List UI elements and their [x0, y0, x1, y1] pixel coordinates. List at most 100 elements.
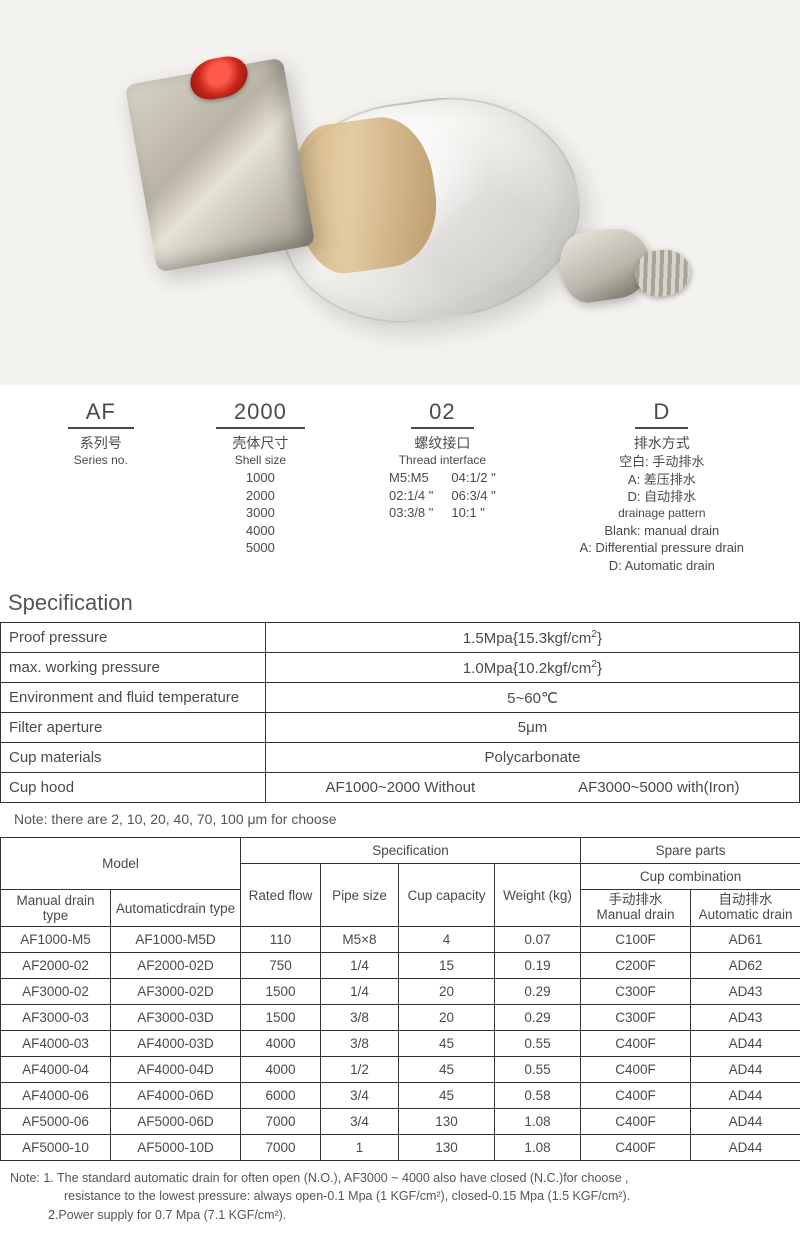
cell-flow: 4000 [241, 1031, 321, 1057]
thread-item: M5:M5 [389, 469, 433, 487]
model-row: AF3000-02AF3000-02D15001/4200.29C300FAD4… [1, 979, 800, 1005]
hdr-manual: Manual drain type [1, 890, 111, 927]
cell-cup-manual: C100F [581, 927, 691, 953]
spec-row: Filter aperture5μm [1, 713, 800, 743]
code-thread-en: Thread interface [345, 453, 539, 467]
spec-value: 5~60℃ [266, 683, 800, 713]
cell-weight: 1.08 [495, 1135, 581, 1161]
spec-key: Filter aperture [1, 713, 266, 743]
cell-weight: 0.29 [495, 1005, 581, 1031]
cell-pipe: 1/2 [321, 1057, 399, 1083]
cell-cup-auto: AD44 [691, 1083, 800, 1109]
cell-manual: AF4000-06 [1, 1083, 111, 1109]
code-drain-en: drainage pattern [550, 506, 774, 520]
hdr-spare: Spare parts [581, 838, 800, 864]
code-thread-head: 02 [411, 399, 473, 429]
cuphood-left: AF1000~2000 Without [325, 779, 475, 796]
cell-auto: AF5000-10D [111, 1135, 241, 1161]
footnote-line3: 2.Power supply for 0.7 Mpa (7.1 KGF/cm²)… [10, 1206, 790, 1224]
cell-auto: AF5000-06D [111, 1109, 241, 1135]
model-row: AF5000-10AF5000-10D700011301.08C400FAD44 [1, 1135, 800, 1161]
cell-flow: 1500 [241, 1005, 321, 1031]
cell-cup-auto: AD43 [691, 1005, 800, 1031]
cell-cup-auto: AD43 [691, 979, 800, 1005]
code-drain-cn-list: 空白: 手动排水A: 差压排水D: 自动排水 [550, 453, 774, 506]
cell-capacity: 20 [399, 1005, 495, 1031]
cell-cup-auto: AD44 [691, 1109, 800, 1135]
cell-pipe: 3/8 [321, 1005, 399, 1031]
hdr-pipe: Pipe size [321, 864, 399, 927]
cell-cup-auto: AD61 [691, 927, 800, 953]
hdr-specification: Specification [241, 838, 581, 864]
code-series-cn: 系列号 [26, 433, 176, 453]
cell-manual: AF3000-02 [1, 979, 111, 1005]
hdr-auto: Automaticdrain type [111, 890, 241, 927]
thread-item: 04:1/2 " [451, 469, 495, 487]
spec-key: Proof pressure [1, 623, 266, 653]
cell-weight: 1.08 [495, 1109, 581, 1135]
cell-cup-manual: C200F [581, 953, 691, 979]
cell-manual: AF5000-06 [1, 1109, 111, 1135]
specification-title: Specification [0, 580, 800, 622]
footnote: Note: 1. The standard automatic drain fo… [0, 1161, 800, 1237]
cell-cup-auto: AD44 [691, 1031, 800, 1057]
cell-cup-auto: AD44 [691, 1057, 800, 1083]
code-shell: 2000 壳体尺寸 Shell size 1000200030004000500… [186, 399, 336, 557]
cell-flow: 7000 [241, 1109, 321, 1135]
drain-item-en: Blank: manual drain [550, 522, 774, 540]
code-series-en: Series no. [26, 453, 176, 467]
cell-pipe: 3/4 [321, 1109, 399, 1135]
cell-auto: AF2000-02D [111, 953, 241, 979]
cell-cup-manual: C400F [581, 1109, 691, 1135]
hdr-weight: Weight (kg) [495, 864, 581, 927]
cell-cup-manual: C400F [581, 1031, 691, 1057]
spec-key: Cup hood [1, 773, 266, 803]
cell-weight: 0.55 [495, 1057, 581, 1083]
code-shell-list: 10002000300040005000 [186, 469, 336, 557]
code-thread: 02 螺纹接口 Thread interface M5:M502:1/4 "03… [345, 399, 539, 522]
cell-pipe: 1 [321, 1135, 399, 1161]
spec-row: Environment and fluid temperature5~60℃ [1, 683, 800, 713]
models-table: Model Specification Spare parts Rated fl… [0, 837, 800, 1161]
cell-cup-manual: C400F [581, 1057, 691, 1083]
spec-value: 5μm [266, 713, 800, 743]
cell-capacity: 130 [399, 1109, 495, 1135]
code-thread-cn: 螺纹接口 [345, 433, 539, 453]
cell-manual: AF4000-03 [1, 1031, 111, 1057]
cell-flow: 1500 [241, 979, 321, 1005]
drain-item-cn: D: 自动排水 [550, 488, 774, 506]
cell-manual: AF1000-M5 [1, 927, 111, 953]
model-row: AF2000-02AF2000-02D7501/4150.19C200FAD62 [1, 953, 800, 979]
cell-flow: 750 [241, 953, 321, 979]
cell-manual: AF3000-03 [1, 1005, 111, 1031]
code-drain-cn: 排水方式 [550, 433, 774, 453]
spec-row: Cup materialsPolycarbonate [1, 743, 800, 773]
hdr-cup-manual-en: Manual drain [583, 908, 688, 923]
spec-key: Cup materials [1, 743, 266, 773]
cell-capacity: 45 [399, 1031, 495, 1057]
cell-auto: AF4000-04D [111, 1057, 241, 1083]
model-row: AF3000-03AF3000-03D15003/8200.29C300FAD4… [1, 1005, 800, 1031]
cell-pipe: M5×8 [321, 927, 399, 953]
cell-cup-manual: C400F [581, 1135, 691, 1161]
hdr-cupcap: Cup capacity [399, 864, 495, 927]
cell-weight: 0.55 [495, 1031, 581, 1057]
cell-manual: AF5000-10 [1, 1135, 111, 1161]
model-row: AF4000-06AF4000-06D60003/4450.58C400FAD4… [1, 1083, 800, 1109]
drain-item-cn: 空白: 手动排水 [550, 453, 774, 471]
model-row: AF5000-06AF5000-06D70003/41301.08C400FAD… [1, 1109, 800, 1135]
drain-item-en: A: Differential pressure drain [550, 539, 774, 557]
cell-capacity: 45 [399, 1057, 495, 1083]
code-thread-list: M5:M502:1/4 "03:3/8 "04:1/2 "06:3/4 "10:… [345, 469, 539, 522]
shell-size-item: 5000 [186, 539, 336, 557]
cell-cup-auto: AD62 [691, 953, 800, 979]
model-row: AF4000-03AF4000-03D40003/8450.55C400FAD4… [1, 1031, 800, 1057]
spec-value: 1.0Mpa{10.2kgf/cm2} [266, 653, 800, 683]
cell-capacity: 4 [399, 927, 495, 953]
cell-weight: 0.19 [495, 953, 581, 979]
cell-auto: AF3000-02D [111, 979, 241, 1005]
spec-row: Proof pressure1.5Mpa{15.3kgf/cm2} [1, 623, 800, 653]
drain-item-en: D: Automatic drain [550, 557, 774, 575]
aperture-note: Note: there are 2, 10, 20, 40, 70, 100 μ… [0, 803, 800, 837]
code-drain: D 排水方式 空白: 手动排水A: 差压排水D: 自动排水 drainage p… [550, 399, 774, 574]
